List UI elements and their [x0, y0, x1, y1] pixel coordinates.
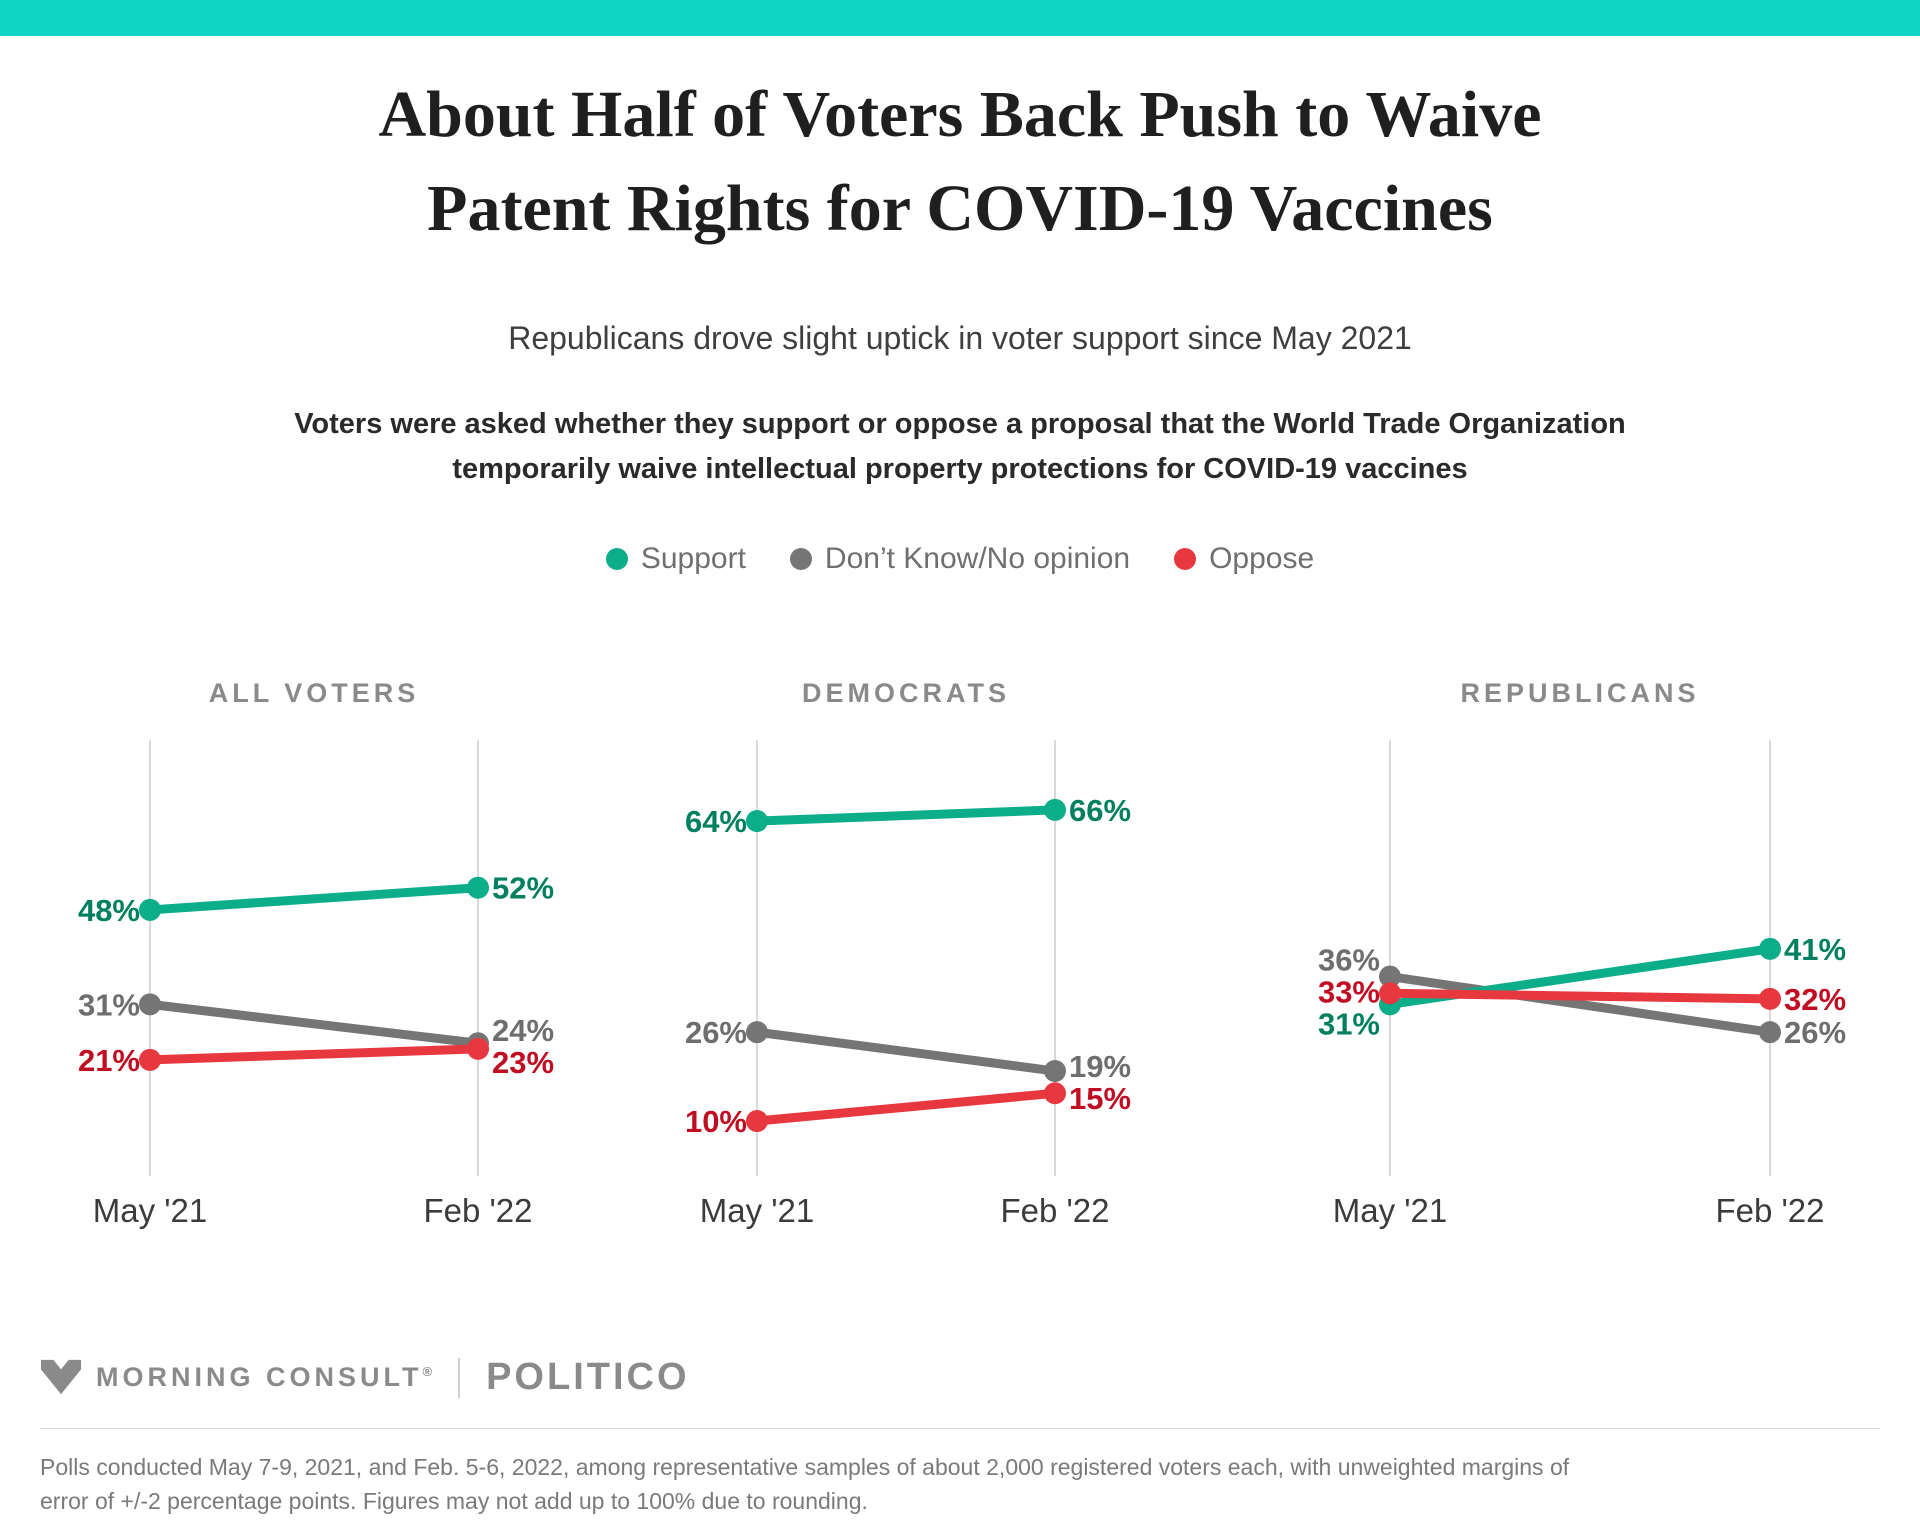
legend-label-oppose: Oppose [1209, 542, 1315, 575]
x-tick-label: Feb '22 [423, 1192, 532, 1229]
data-label-don-t-know-no-opinion: 31% [78, 987, 140, 1022]
data-label-support: 48% [78, 893, 140, 928]
x-tick-label: Feb '22 [1000, 1192, 1109, 1229]
page-title-line-1: About Half of Voters Back Push to Waive [378, 78, 1542, 151]
series-line-support [756, 805, 1056, 826]
series-line-don-t-know-no-opinion [756, 1027, 1056, 1076]
data-label-support: 66% [1069, 793, 1131, 828]
data-point-support [467, 876, 489, 899]
legend-label-support: Support [640, 542, 746, 575]
data-label-oppose: 15% [1069, 1081, 1131, 1116]
series-line-don-t-know-no-opinion [149, 999, 479, 1048]
legend-dot-support-icon [605, 548, 628, 570]
question-line-1: Voters were asked whether they support o… [294, 408, 1626, 440]
data-label-don-t-know-no-opinion: 26% [685, 1015, 747, 1050]
brand-divider [458, 1357, 461, 1398]
morning-consult-text: MORNING CONSULT [96, 1362, 423, 1392]
question-text: Voters were asked whether they support o… [0, 402, 1920, 492]
data-point-don-t-know-no-opinion [1759, 1021, 1781, 1044]
footnote-line-1: Polls conducted May 7-9, 2021, and Feb. … [40, 1454, 1570, 1480]
legend-item-oppose: Oppose [1174, 542, 1314, 576]
data-point-oppose [139, 1048, 161, 1071]
x-tick-label: Feb '22 [1715, 1192, 1824, 1229]
legend-item-support: Support [605, 542, 746, 576]
panel-title: DEMOCRATS [802, 678, 1010, 708]
legend: Support Don’t Know/No opinion Oppose [0, 542, 1920, 576]
morning-consult-logo: MORNING CONSULT® [40, 1358, 432, 1398]
question-line-2: temporarily waive intellectual property … [452, 452, 1468, 485]
legend-dot-oppose-icon [1174, 548, 1197, 570]
data-label-support: 41% [1784, 932, 1846, 967]
subtitle: Republicans drove slight uptick in voter… [508, 320, 1412, 356]
data-point-support [1759, 937, 1781, 960]
data-point-support [139, 898, 161, 921]
x-tick-label: May '21 [93, 1192, 208, 1229]
footnote: Polls conducted May 7-9, 2021, and Feb. … [40, 1450, 1880, 1518]
data-point-don-t-know-no-opinion [1044, 1060, 1066, 1083]
footnote-line-2: error of +/-2 percentage points. Figures… [40, 1488, 868, 1514]
morning-consult-m-icon [40, 1359, 82, 1394]
top-accent-bar [0, 0, 1920, 36]
series-line-don-t-know-no-opinion [1389, 972, 1771, 1037]
data-point-support [746, 810, 768, 833]
data-point-oppose [1759, 987, 1781, 1010]
data-point-oppose [1044, 1082, 1066, 1105]
series-line-oppose [149, 1044, 479, 1065]
morning-consult-wordmark: MORNING CONSULT® [96, 1362, 432, 1393]
data-point-oppose [467, 1037, 489, 1060]
x-tick-label: May '21 [1333, 1192, 1448, 1229]
data-label-don-t-know-no-opinion: 36% [1318, 942, 1380, 977]
series-line-oppose [756, 1088, 1056, 1126]
registered-mark: ® [422, 1364, 433, 1379]
page-title-line-2: Patent Rights for COVID-19 Vaccines [427, 171, 1493, 245]
x-tick-label: May '21 [700, 1192, 815, 1229]
series-line-support [149, 883, 479, 915]
data-label-oppose: 33% [1318, 974, 1380, 1009]
data-point-oppose [746, 1110, 768, 1133]
data-label-don-t-know-no-opinion: 26% [1784, 1015, 1846, 1050]
panel-title: REPUBLICANS [1460, 678, 1699, 708]
panel-title: ALL VOTERS [209, 678, 420, 708]
data-label-support: 31% [1318, 1006, 1380, 1041]
panel-all-voters: ALL VOTERS May '21 Feb '22 48% 31% 21% 52% 24%2… [78, 678, 554, 1229]
panel-democrats: DEMOCRATS May '21 Feb '22 64% 26% 10% 66% 19%15… [685, 678, 1131, 1229]
data-label-don-t-know-no-opinion: 24% [492, 1013, 554, 1048]
page-title: About Half of Voters Back Push to Waive … [0, 68, 1920, 255]
data-label-oppose: 10% [685, 1104, 747, 1139]
series-line-oppose [1389, 988, 1771, 1004]
data-label-oppose: 23% [492, 1045, 554, 1080]
politico-logo: POLITICO [486, 1356, 690, 1398]
charts-area: ALL VOTERS May '21 Feb '22 48% 31% 21% 52% 24% 2… [0, 640, 1920, 1285]
data-point-don-t-know-no-opinion [1379, 965, 1401, 988]
legend-label-dont-know: Don’t Know/No opinion [824, 542, 1131, 575]
footer-brands: MORNING CONSULT® POLITICO [40, 1356, 690, 1399]
data-label-oppose: 21% [78, 1043, 140, 1078]
footer-divider-line [40, 1428, 1880, 1429]
data-label-support: 52% [492, 871, 554, 906]
data-point-oppose [1379, 982, 1401, 1005]
legend-dot-dont-know-icon [789, 548, 812, 570]
legend-item-dont-know: Don’t Know/No opinion [789, 542, 1131, 576]
data-point-don-t-know-no-opinion [746, 1021, 768, 1044]
data-label-oppose: 32% [1784, 982, 1846, 1017]
data-point-don-t-know-no-opinion [139, 993, 161, 1016]
data-label-support: 64% [685, 804, 747, 839]
data-label-don-t-know-no-opinion: 19% [1069, 1049, 1131, 1084]
panel-republicans: REPUBLICANS May '21 Feb '22 36%33%31% 41% 32%… [1318, 678, 1846, 1229]
data-point-support [1044, 798, 1066, 821]
